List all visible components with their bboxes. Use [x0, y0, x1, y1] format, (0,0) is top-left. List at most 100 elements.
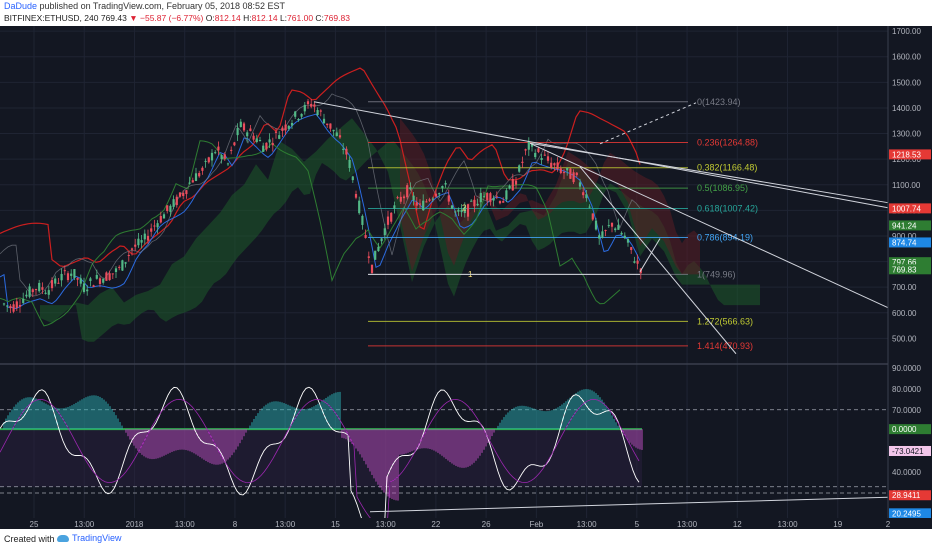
candle-body [54, 278, 57, 284]
time-tick-label: 26 [482, 520, 491, 529]
candle-body [108, 273, 111, 281]
candle-body [191, 180, 194, 183]
trend-lines[interactable] [313, 101, 889, 355]
candle-body [502, 201, 505, 203]
fib-level-label: 1.414(470.93) [697, 341, 753, 351]
created-with-text: Created with [4, 534, 55, 544]
osc-badge-box [889, 445, 931, 456]
stoch-k-line [0, 386, 640, 547]
projection-dashed[interactable] [599, 102, 697, 145]
price-axis-bg [888, 26, 932, 529]
candle-body [38, 282, 41, 292]
time-tick-label: 2018 [126, 520, 144, 529]
osc-badge: 20.2495 [892, 509, 921, 518]
chart-canvas[interactable]: 0(1423.94) 0.236(1264.88) 0.382(1166.48) 0.… [0, 26, 932, 547]
price-badge-box [889, 237, 931, 248]
candle-body [351, 176, 354, 181]
candle-body [473, 199, 476, 207]
osc-tick-label: 80.0000 [892, 385, 921, 394]
candle-body [345, 148, 348, 155]
time-tick-label: 13:00 [778, 520, 799, 529]
time-axis-bg [0, 518, 932, 529]
symbol-label[interactable]: BITFINEX:ETHUSD, 240 [4, 13, 99, 23]
candle-body [546, 156, 550, 161]
candle-body [98, 278, 102, 284]
price-tick-label: 500.00 [892, 334, 917, 343]
candle-body [326, 123, 329, 126]
price-tick-label: 1700.00 [892, 27, 921, 36]
chart-svg[interactable]: 0(1423.94) 0.236(1264.88) 0.382(1166.48) 0.… [0, 26, 932, 547]
price-badge-box [889, 264, 931, 275]
candle-body [156, 223, 159, 228]
candle-body [185, 190, 188, 195]
candle-body [127, 255, 130, 257]
candle-body [380, 238, 383, 242]
candle-body [425, 201, 428, 203]
high-label: H: [243, 13, 252, 23]
candle-body [246, 132, 249, 137]
candle-body [41, 287, 44, 290]
candle-body [393, 205, 396, 209]
close-value: 769.83 [323, 13, 350, 23]
candle-body [364, 234, 367, 238]
candle-body [550, 162, 553, 168]
price-badge-box [889, 203, 931, 214]
time-tick-label: 13:00 [275, 520, 296, 529]
trendline-fan-3[interactable] [529, 142, 889, 204]
price-tick-label: 1600.00 [892, 53, 921, 62]
candle-body [361, 215, 364, 225]
candle-body [50, 280, 54, 289]
candle-body [47, 290, 50, 295]
candle-body [44, 292, 47, 294]
candle-body [265, 142, 268, 150]
candle-body [399, 196, 402, 202]
candle-body [594, 220, 598, 230]
candle-body [230, 149, 233, 151]
osc-tick-label: 90.0000 [892, 364, 921, 373]
candle-body [521, 161, 524, 163]
candle-body [518, 165, 521, 172]
osc-tick-label: 70.0000 [892, 406, 921, 415]
candle-body [319, 110, 322, 112]
axes: 1700.00 1600.00 1500.00 1400.00 1300.00 1200.… [0, 26, 932, 529]
candle-body [626, 238, 630, 243]
candle-body [620, 232, 623, 235]
close-label: C: [315, 13, 324, 23]
price-badge-box [889, 220, 931, 231]
open-label: O: [205, 13, 215, 23]
candle-body [329, 123, 332, 129]
candle-body [95, 275, 98, 279]
time-tick-label: 13:00 [74, 520, 95, 529]
candle-body [233, 142, 236, 146]
fib-level-label: 0.5(1086.95) [697, 183, 748, 193]
author-link[interactable]: DaDude [4, 1, 38, 11]
candle-body [572, 172, 575, 183]
candle-body [374, 250, 377, 260]
price-badge-box [889, 257, 931, 268]
candle-body [159, 216, 162, 223]
tradingview-logo[interactable]: TradingView [57, 533, 122, 543]
candle-body [623, 235, 626, 238]
oscillator-trendline[interactable] [369, 496, 889, 513]
time-tick-label: 13:00 [577, 520, 598, 529]
trendline-fan-1[interactable] [529, 142, 889, 309]
time-tick-label: 25 [30, 520, 39, 529]
time-tick-label: 13:00 [175, 520, 196, 529]
time-tick-label: 2 [886, 520, 891, 529]
price-badge: 769.83 [892, 265, 917, 274]
time-tick-label: 5 [635, 520, 640, 529]
candle-body [178, 192, 182, 197]
stoch-d-line [0, 398, 640, 529]
price-badge: 1007.74 [892, 204, 921, 213]
trendline-fan-2[interactable] [579, 166, 737, 355]
projection-arrow[interactable] [639, 238, 661, 273]
candle-body [511, 179, 514, 191]
candle-body [543, 154, 546, 156]
candle-body [527, 141, 530, 150]
time-tick-label: Feb [529, 520, 543, 529]
fib-level-label: 1.272(566.63) [697, 316, 753, 326]
price-tick-label: 1100.00 [892, 181, 921, 190]
candle-body [575, 172, 578, 176]
chart-header: DaDude published on TradingView.com, Feb… [0, 0, 932, 26]
candle-body [188, 182, 191, 184]
